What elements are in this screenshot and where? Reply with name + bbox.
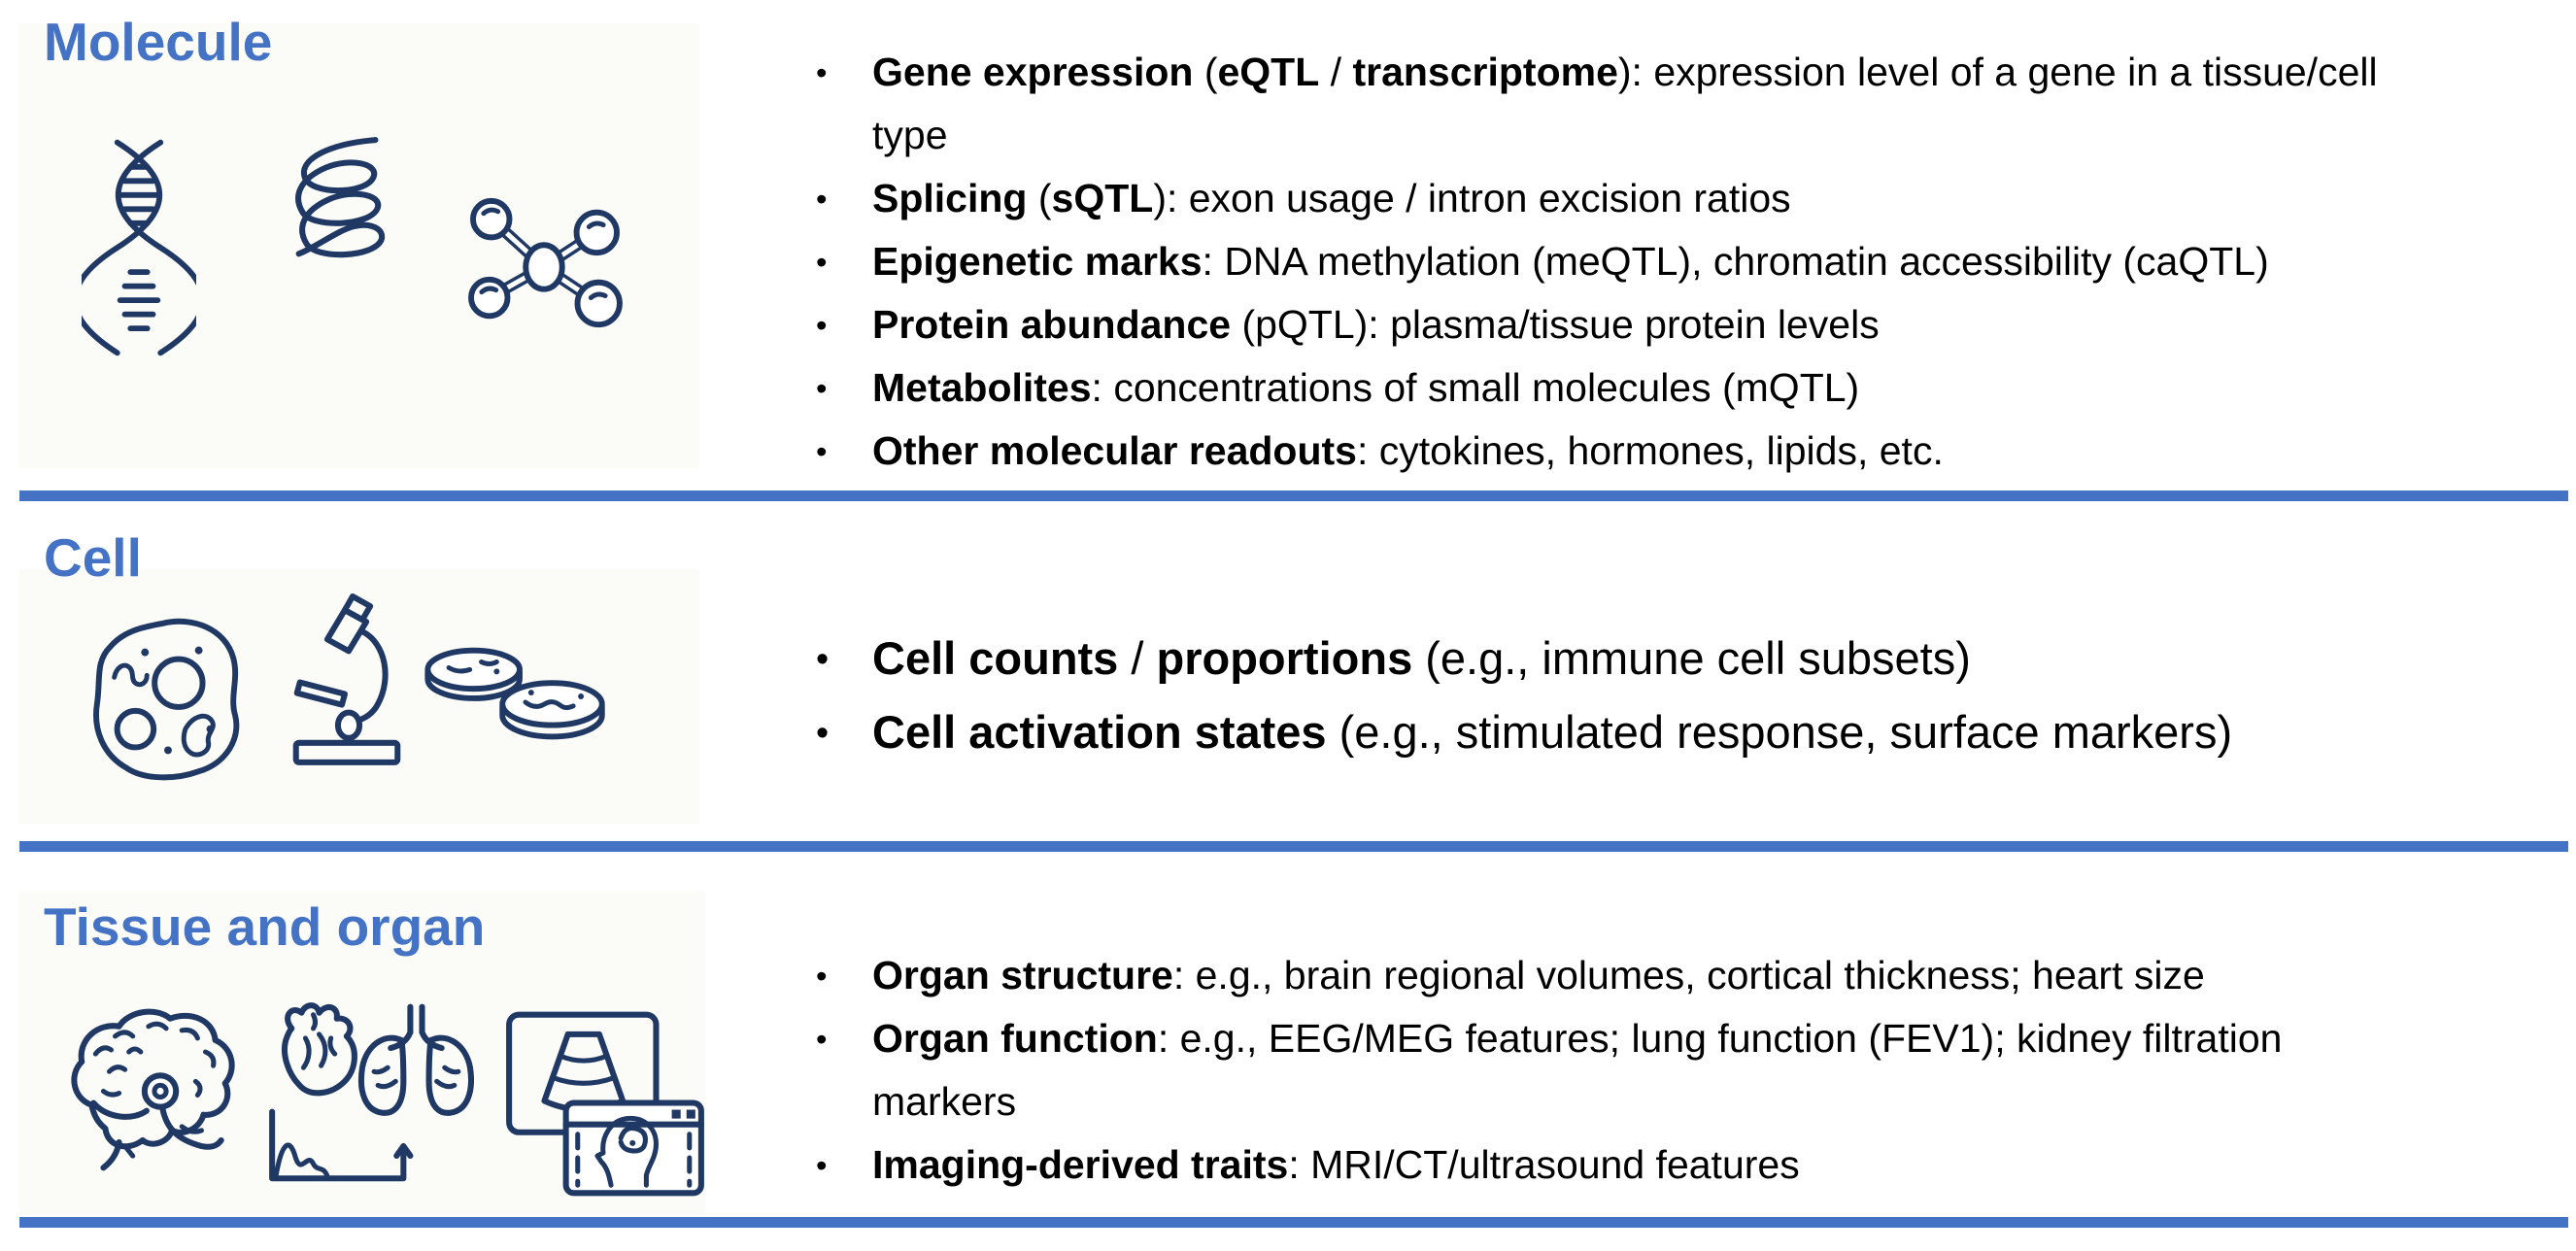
cell-icon: [93, 618, 240, 781]
bullet-text: : concentrations of small molecules (mQT…: [1091, 365, 1860, 410]
bullet-text-bold: eQTL: [1217, 50, 1320, 94]
bullet-text-bold: Metabolites: [872, 365, 1092, 410]
bullet-text-bold: Epigenetic marks: [872, 239, 1203, 284]
bullet-text-bold: transcriptome: [1352, 50, 1618, 94]
bullet-item: Cell activation states (e.g., stimulated…: [812, 695, 2483, 769]
molecule-bullet-list: Gene expression (eQTL / transcriptome): …: [812, 41, 2405, 483]
bullet-text-bold: Organ function: [872, 1016, 1158, 1061]
bullet-text: (e.g., stimulated response, surface mark…: [1326, 706, 2233, 758]
bullet-text: /: [1319, 50, 1353, 94]
bullet-text-bold: Other molecular readouts: [872, 428, 1357, 473]
section-title-cell: Cell: [44, 527, 142, 588]
bullet-item: Other molecular readouts: cytokines, hor…: [812, 420, 2405, 483]
section-divider: [19, 1217, 2568, 1228]
bullet-text-bold: Cell activation states: [872, 706, 1327, 758]
medical-imaging-icon: [506, 1011, 704, 1197]
section-title-molecule: Molecule: [44, 12, 273, 72]
bullet-text: /: [1118, 632, 1157, 684]
bullet-text: (: [1193, 50, 1218, 94]
bullet-item: Organ function: e.g., EEG/MEG features; …: [812, 1007, 2410, 1133]
brain-icon: [71, 1008, 235, 1171]
bullet-text-bold: Cell counts: [872, 632, 1119, 684]
bullet-text: ): exon usage / intron excision ratios: [1153, 176, 1791, 220]
bullet-text: (: [1027, 176, 1052, 220]
section-title-tissue: Tissue and organ: [44, 896, 486, 957]
bullet-text: : cytokines, hormones, lipids, etc.: [1356, 428, 1944, 473]
petri-dish-icon: [424, 647, 605, 740]
heart-lungs-icon: [269, 1002, 474, 1182]
bullet-text-bold: proportions: [1156, 632, 1413, 684]
rna-helix-icon: [295, 137, 386, 258]
bullet-text: : e.g., brain regional volumes, cortical…: [1172, 953, 2205, 997]
bullet-text: (pQTL): plasma/tissue protein levels: [1231, 302, 1880, 347]
microscope-icon: [292, 593, 401, 765]
bullet-text-bold: Imaging-derived traits: [872, 1142, 1289, 1187]
bullet-text: : DNA methylation (meQTL), chromatin acc…: [1202, 239, 2269, 284]
bullet-item: Splicing (sQTL): exon usage / intron exc…: [812, 167, 2405, 230]
bullet-item: Metabolites: concentrations of small mol…: [812, 356, 2405, 420]
bullet-item: Protein abundance (pQTL): plasma/tissue …: [812, 293, 2405, 356]
bullet-item: Imaging-derived traits: MRI/CT/ultrasoun…: [812, 1133, 2410, 1197]
bullet-text: (e.g., immune cell subsets): [1412, 632, 1971, 684]
dna-icon: [82, 139, 196, 356]
section-divider: [19, 841, 2568, 852]
bullet-text-bold: Splicing: [872, 176, 1028, 220]
bullet-text-bold: Gene expression: [872, 50, 1194, 94]
cell-bullet-list: Cell counts / proportions (e.g., immune …: [812, 622, 2483, 769]
tissue-bullet-list: Organ structure: e.g., brain regional vo…: [812, 944, 2410, 1197]
bullet-text: : MRI/CT/ultrasound features: [1288, 1142, 1800, 1187]
bullet-text: : e.g., EEG/MEG features; lung function …: [872, 1016, 2283, 1124]
bullet-item: Gene expression (eQTL / transcriptome): …: [812, 41, 2405, 167]
section-divider: [19, 490, 2568, 501]
bullet-text-bold: Protein abundance: [872, 302, 1232, 347]
bullet-item: Organ structure: e.g., brain regional vo…: [812, 944, 2410, 1007]
bullet-item: Cell counts / proportions (e.g., immune …: [812, 622, 2483, 695]
bullet-text: ): expression level of a gene in a tissu…: [872, 50, 2378, 157]
bullet-text-bold: sQTL: [1051, 176, 1154, 220]
bullet-item: Epigenetic marks: DNA methylation (meQTL…: [812, 230, 2405, 293]
molecule-icon: [468, 197, 623, 328]
bullet-text-bold: Organ structure: [872, 953, 1173, 997]
